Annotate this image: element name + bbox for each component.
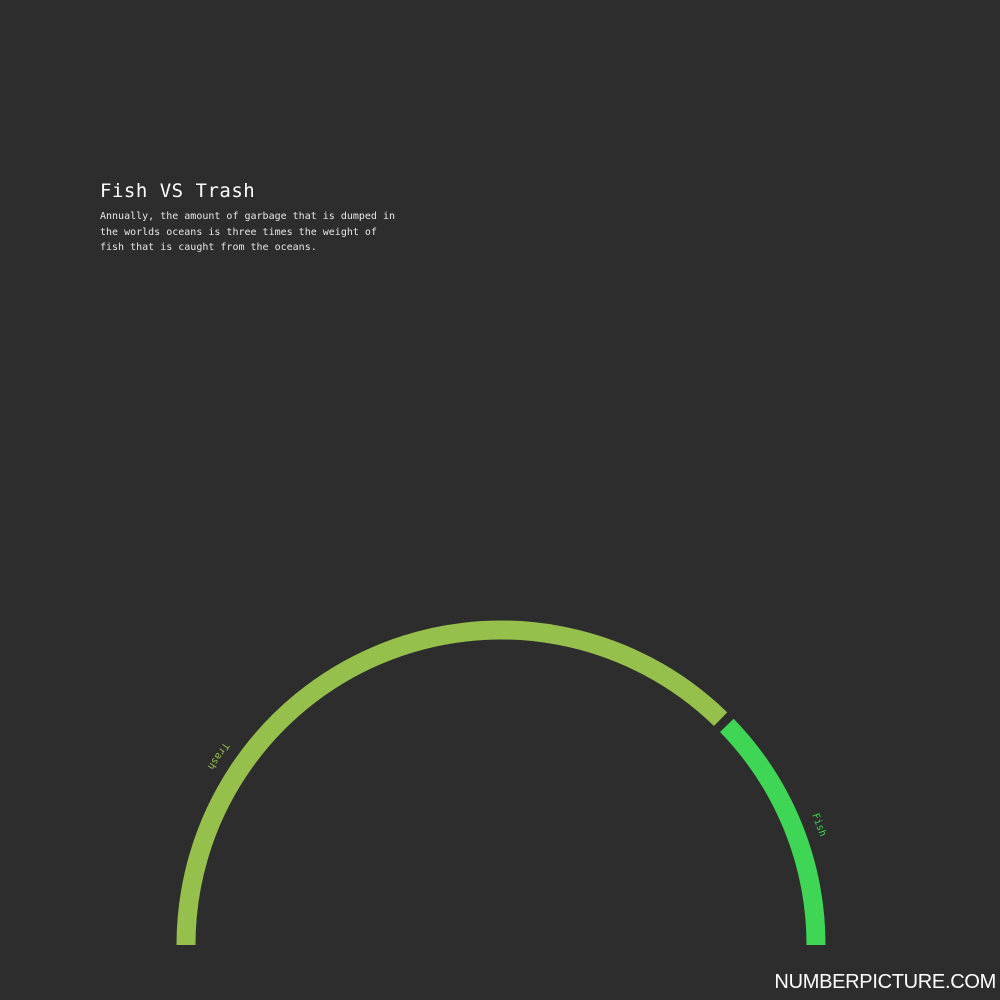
arc-slice-trash (176, 620, 728, 946)
arc-label-trash: Trash (205, 740, 231, 771)
chart-title: Fish VS Trash (100, 180, 256, 202)
site-watermark: NUMBERPICTURE.COM (774, 971, 996, 993)
chart-subtitle: Annually, the amount of garbage that is … (100, 211, 396, 253)
arc-series (176, 620, 826, 946)
arc-label-fish: Fish (809, 812, 828, 838)
arc-labels: Trash Fish (205, 740, 828, 838)
arc-slice-fish (720, 718, 826, 946)
